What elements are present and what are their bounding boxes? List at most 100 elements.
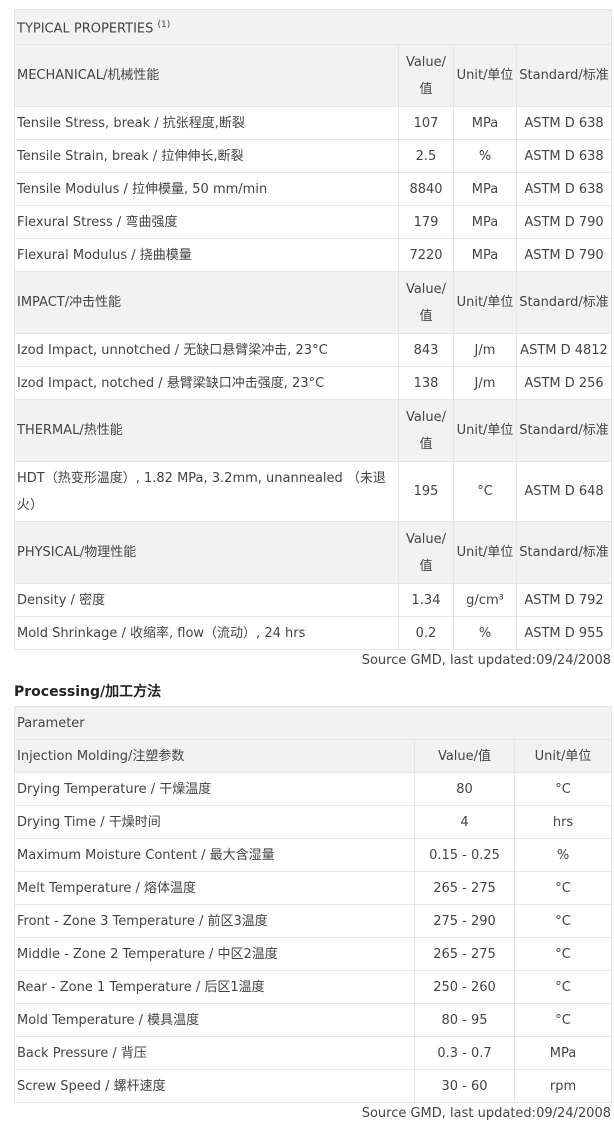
property-value: 179 (398, 205, 454, 239)
table-title: TYPICAL PROPERTIES (1) (13, 9, 613, 45)
section-header-row: Injection Molding/注塑参数 Value/值 Unit/单位 (14, 739, 613, 773)
section-name: IMPACT/冲击性能 (14, 271, 399, 334)
property-unit: MPa (453, 106, 517, 140)
property-standard: ASTM D 955 (515, 616, 613, 650)
property-value: 107 (398, 106, 454, 140)
title-text: TYPICAL PROPERTIES (17, 21, 154, 37)
parameter-value: 30 - 60 (414, 1069, 515, 1103)
parameter-unit: rpm (513, 1069, 613, 1103)
table-row: Mold Shrinkage / 收缩率, flow（流动）, 24 hrs 0.… (14, 616, 613, 650)
property-standard: ASTM D 4812 (515, 333, 613, 367)
parameter-name: Back Pressure / 背压 (14, 1036, 415, 1070)
property-standard: ASTM D 790 (515, 205, 613, 239)
property-value: 7220 (398, 238, 454, 272)
parameter-value: 275 - 290 (414, 904, 515, 938)
table-row: Tensile Strain, break / 拉伸伸长,断裂 2.5% ASTM … (14, 139, 613, 173)
parameter-name: Melt Temperature / 熔体温度 (14, 871, 415, 905)
property-value: 1.34 (398, 583, 454, 617)
table-row: Rear - Zone 1 Temperature / 后区1温度 250 - 2… (14, 970, 613, 1004)
parameter-unit: MPa (513, 1036, 613, 1070)
table-row: Izod Impact, notched / 悬臂梁缺口冲击强度, 23°C 13… (14, 366, 613, 400)
table-row: Flexural Stress / 弯曲强度 179 MPa ASTM D 790 (14, 205, 613, 239)
parameter-name: Front - Zone 3 Temperature / 前区3温度 (14, 904, 415, 938)
typical-properties-table: TYPICAL PROPERTIES (1) MECHANICAL/机械性能 Va… (13, 9, 613, 650)
unit-header: Unit/单位 (453, 271, 517, 334)
property-unit: g/cm³ (453, 583, 517, 617)
table-row: Tensile Stress, break / 抗张程度,断裂 107 MPa AST… (14, 106, 613, 140)
property-value: 843 (398, 333, 454, 367)
section-header-row: MECHANICAL/机械性能 Value/值 Unit/单位 Standard/标准 (14, 44, 613, 107)
unit-header: Unit/单位 (453, 44, 517, 107)
property-unit: MPa (453, 238, 517, 272)
parameter-unit: % (513, 838, 613, 872)
section-name: Injection Molding/注塑参数 (14, 739, 415, 773)
table-title-row: TYPICAL PROPERTIES (1) (13, 9, 613, 45)
property-name: Density / 密度 (14, 583, 399, 617)
parameter-unit: °C (513, 937, 613, 971)
parameter-value: 4 (414, 805, 515, 839)
value-header: Value/值 (398, 44, 454, 107)
table-row: Mold Temperature / 模具温度 80 - 95 °C (14, 1003, 613, 1037)
unit-header: Unit/单位 (513, 739, 613, 773)
property-name: Flexural Stress / 弯曲强度 (14, 205, 399, 239)
table-row: Density / 密度 1.34 g/cm³ ASTM D 792 (14, 583, 613, 617)
parameter-unit: °C (513, 1003, 613, 1037)
parameter-value: 265 - 275 (414, 871, 515, 905)
section-name: PHYSICAL/物理性能 (14, 521, 399, 584)
property-value: 8840 (398, 172, 454, 206)
table-row: Drying Time / 干燥时间 4 hrs (14, 805, 613, 839)
table-row: Flexural Modulus / 挠曲模量 7220 MPa ASTM D 790 (14, 238, 613, 272)
value-header: Value/值 (398, 521, 454, 584)
property-standard: ASTM D 256 (515, 366, 613, 400)
table-row: Melt Temperature / 熔体温度 265 - 275 °C (14, 871, 613, 905)
standard-header: Standard/标准 (515, 44, 613, 107)
property-unit: MPa (453, 205, 517, 239)
property-name: Flexural Modulus / 挠曲模量 (14, 238, 399, 272)
table-row: Screw Speed / 螺杆速度 30 - 60 rpm (14, 1069, 613, 1103)
property-value: 138 (398, 366, 454, 400)
value-header: Value/值 (414, 739, 515, 773)
table-row: Izod Impact, unnotched / 无缺口悬臂梁冲击, 23°C 8… (14, 333, 613, 367)
parameter-unit: °C (513, 970, 613, 1004)
processing-heading: Processing/加工方法 (14, 684, 162, 700)
standard-header: Standard/标准 (515, 521, 613, 584)
parameter-name: Rear - Zone 1 Temperature / 后区1温度 (14, 970, 415, 1004)
value-header: Value/值 (398, 399, 454, 462)
parameter-unit: °C (513, 904, 613, 938)
parameter-name: Drying Time / 干燥时间 (14, 805, 415, 839)
parameter-value: 265 - 275 (414, 937, 515, 971)
parameter-value: 0.3 - 0.7 (414, 1036, 515, 1070)
property-name: Tensile Stress, break / 抗张程度,断裂 (14, 106, 399, 140)
parameter-value: 80 - 95 (414, 1003, 515, 1037)
parameter-name: Screw Speed / 螺杆速度 (14, 1069, 415, 1103)
parameter-header: Parameter (13, 706, 613, 740)
table-row: Maximum Moisture Content / 最大含湿量 0.15 - 0… (14, 838, 613, 872)
property-unit: J/m (453, 333, 517, 367)
processing-table: Parameter Injection Molding/注塑参数 Value/值… (13, 706, 613, 1103)
property-standard: ASTM D 638 (515, 139, 613, 173)
parameter-value: 80 (414, 772, 515, 806)
value-header: Value/值 (398, 271, 454, 334)
parameter-name: Drying Temperature / 干燥温度 (14, 772, 415, 806)
parameter-name: Maximum Moisture Content / 最大含湿量 (14, 838, 415, 872)
parameter-name: Mold Temperature / 模具温度 (14, 1003, 415, 1037)
parameter-value: 0.15 - 0.25 (414, 838, 515, 872)
footnote-marker: (1) (157, 19, 171, 30)
property-unit: % (453, 139, 517, 173)
table-row: HDT（热变形温度）, 1.82 MPa, 3.2mm, unannealed … (14, 461, 613, 522)
property-value: 195 (398, 461, 454, 522)
table-row: Drying Temperature / 干燥温度 80 °C (14, 772, 613, 806)
property-unit: % (453, 616, 517, 650)
property-standard: ASTM D 638 (515, 106, 613, 140)
property-value: 0.2 (398, 616, 454, 650)
property-name: Tensile Strain, break / 拉伸伸长,断裂 (14, 139, 399, 173)
property-name: Tensile Modulus / 拉伸模量, 50 mm/min (14, 172, 399, 206)
property-name: HDT（热变形温度）, 1.82 MPa, 3.2mm, unannealed … (14, 461, 399, 522)
section-name: THERMAL/热性能 (14, 399, 399, 462)
section-name: MECHANICAL/机械性能 (14, 44, 399, 107)
table-row: Tensile Modulus / 拉伸模量, 50 mm/min 8840 MPa… (14, 172, 613, 206)
section-header-row: THERMAL/热性能 Value/值 Unit/单位 Standard/标准 (14, 399, 613, 462)
table-row: Middle - Zone 2 Temperature / 中区2温度 265 -… (14, 937, 613, 971)
parameter-unit: hrs (513, 805, 613, 839)
property-unit: MPa (453, 172, 517, 206)
